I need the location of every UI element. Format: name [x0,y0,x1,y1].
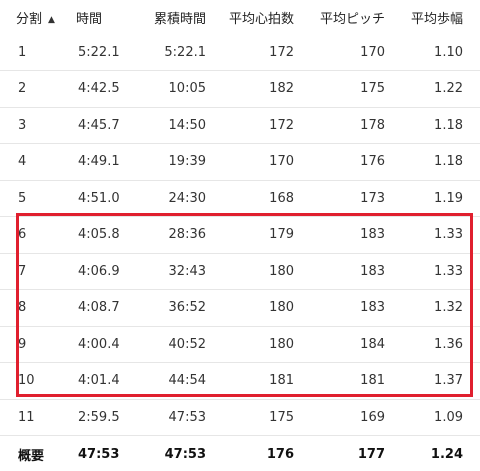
header-avg-hr[interactable]: 平均心拍数 [228,11,294,27]
cell-avg-cadence: 176 [296,143,387,181]
cell-avg-cadence: 183 [296,216,387,254]
summary-cumulative: 47:53 [164,446,206,462]
table-row: 5 4:51.0 24:30 168 173 1.19 [0,180,480,217]
cell-avg-cadence: 184 [296,326,387,363]
summary-row: 概要 47:53 47:53 176 177 1.24 [0,436,480,471]
header-avg-cadence[interactable]: 平均ピッチ [319,11,385,27]
header-split[interactable]: 分割 ▲ [0,0,60,34]
table-row: 3 4:45.7 14:50 172 178 1.18 [0,107,480,144]
cell-avg-cadence: 181 [296,362,387,400]
cell-split: 9 [0,326,60,363]
cell-cumulative: 28:36 [124,216,208,254]
cell-avg-hr: 172 [208,107,296,144]
header-avg-stride[interactable]: 平均歩幅 [410,11,463,27]
cell-time: 4:01.4 [60,362,124,400]
cell-avg-stride: 1.22 [387,70,480,108]
table-row: 11 2:59.5 47:53 175 169 1.09 [0,399,480,436]
cell-avg-hr: 172 [208,34,296,71]
header-split-label: 分割 [16,11,43,27]
cell-time: 4:45.7 [60,107,124,144]
cell-avg-stride: 1.37 [387,362,480,400]
table-row: 7 4:06.9 32:43 180 183 1.33 [0,253,480,290]
cell-cumulative: 32:43 [124,253,208,290]
cell-avg-stride: 1.10 [387,34,480,71]
cell-split: 6 [0,216,60,254]
cell-avg-stride: 1.32 [387,289,480,327]
cell-avg-stride: 1.33 [387,253,480,290]
summary-time: 47:53 [78,446,120,462]
cell-split: 4 [0,143,60,181]
summary-avg-stride: 1.24 [430,446,463,462]
cell-cumulative: 44:54 [124,362,208,400]
table-row: 1 5:22.1 5:22.1 172 170 1.10 [0,34,480,71]
cell-avg-cadence: 183 [296,253,387,290]
cell-avg-hr: 170 [208,143,296,181]
cell-split: 1 [0,34,60,71]
cell-split: 3 [0,107,60,144]
table-row: 6 4:05.8 28:36 179 183 1.33 [0,216,480,254]
cell-time: 4:06.9 [60,253,124,290]
cell-time: 4:05.8 [60,216,124,254]
cell-time: 4:42.5 [60,70,124,108]
table-row: 8 4:08.7 36:52 180 183 1.32 [0,289,480,327]
cell-cumulative: 5:22.1 [124,34,208,71]
summary-avg-cadence: 177 [357,446,385,462]
cell-avg-stride: 1.36 [387,326,480,363]
table-row: 10 4:01.4 44:54 181 181 1.37 [0,362,480,400]
cell-cumulative: 24:30 [124,180,208,217]
table-row: 9 4:00.4 40:52 180 184 1.36 [0,326,480,363]
cell-split: 8 [0,289,60,327]
cell-avg-stride: 1.33 [387,216,480,254]
cell-cumulative: 10:05 [124,70,208,108]
table-row: 2 4:42.5 10:05 182 175 1.22 [0,70,480,108]
cell-avg-stride: 1.18 [387,107,480,144]
cell-cumulative: 40:52 [124,326,208,363]
cell-avg-hr: 180 [208,253,296,290]
cell-cumulative: 47:53 [124,399,208,436]
cell-time: 4:00.4 [60,326,124,363]
cell-time: 2:59.5 [60,399,124,436]
header-row: 分割 ▲ 時間 累積時間 平均心拍数 平均ピッチ 平均歩幅 [0,0,480,34]
cell-cumulative: 36:52 [124,289,208,327]
cell-avg-cadence: 170 [296,34,387,71]
cell-avg-cadence: 178 [296,107,387,144]
cell-time: 4:51.0 [60,180,124,217]
cell-time: 5:22.1 [60,34,124,71]
cell-avg-cadence: 175 [296,70,387,108]
cell-split: 2 [0,70,60,108]
summary-avg-hr: 176 [266,446,294,462]
cell-avg-hr: 168 [208,180,296,217]
cell-avg-cadence: 183 [296,289,387,327]
cell-split: 11 [0,399,60,436]
cell-time: 4:08.7 [60,289,124,327]
summary-label: 概要 [18,448,45,464]
cell-avg-cadence: 173 [296,180,387,217]
cell-avg-hr: 182 [208,70,296,108]
cell-split: 7 [0,253,60,290]
cell-split: 5 [0,180,60,217]
header-time[interactable]: 時間 [76,11,103,27]
cell-split: 10 [0,362,60,400]
cell-cumulative: 14:50 [124,107,208,144]
table-row: 4 4:49.1 19:39 170 176 1.18 [0,143,480,181]
header-cumulative[interactable]: 累積時間 [153,11,206,27]
cell-avg-stride: 1.19 [387,180,480,217]
cell-avg-hr: 180 [208,289,296,327]
cell-avg-cadence: 169 [296,399,387,436]
triangle-up-icon[interactable]: ▲ [48,14,55,25]
cell-avg-hr: 180 [208,326,296,363]
cell-cumulative: 19:39 [124,143,208,181]
cell-time: 4:49.1 [60,143,124,181]
cell-avg-stride: 1.09 [387,399,480,436]
cell-avg-hr: 179 [208,216,296,254]
cell-avg-stride: 1.18 [387,143,480,181]
cell-avg-hr: 181 [208,362,296,400]
cell-avg-hr: 175 [208,399,296,436]
